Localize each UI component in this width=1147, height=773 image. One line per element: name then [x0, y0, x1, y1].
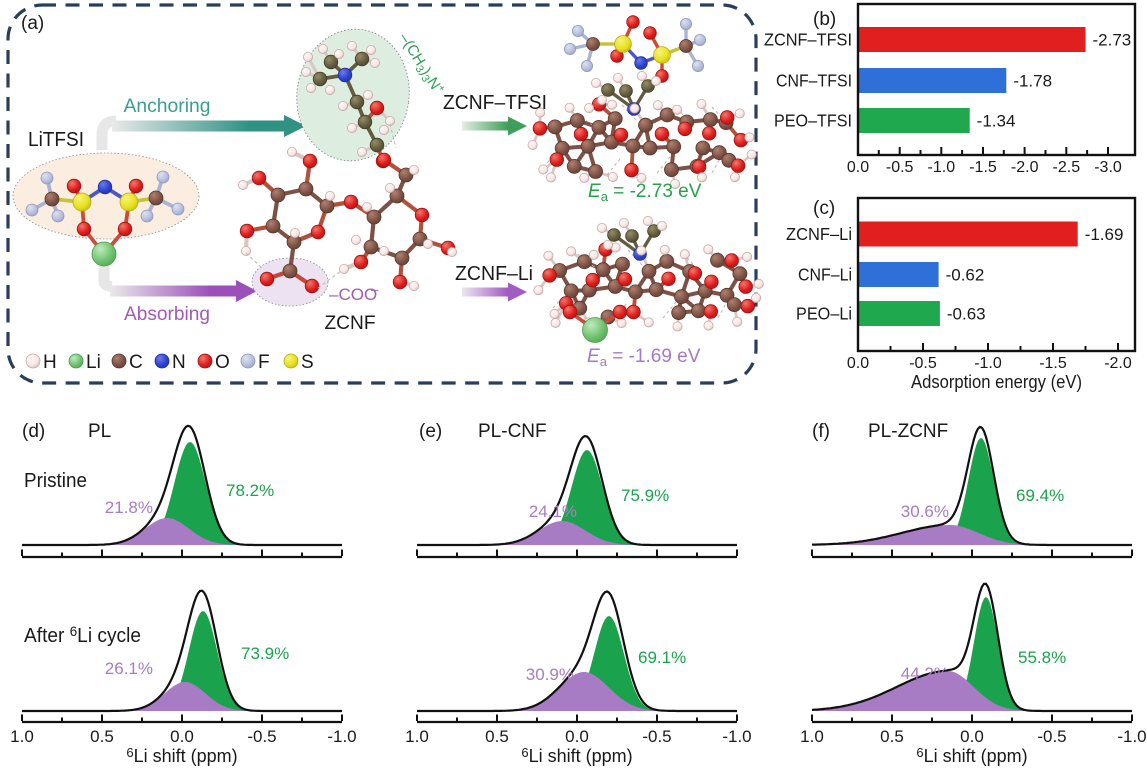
- svg-text:-0.5: -0.5: [642, 727, 671, 746]
- svg-text:(f): (f): [812, 421, 830, 442]
- svg-text:-3.0: -3.0: [1094, 159, 1122, 176]
- svg-text:PEO–TFSI: PEO–TFSI: [774, 111, 852, 131]
- svg-text:PL-CNF: PL-CNF: [478, 421, 547, 442]
- svg-text:ZCNF–TFSI: ZCNF–TFSI: [764, 30, 852, 50]
- svg-text:(e): (e): [419, 421, 442, 442]
- svg-text:-2.5: -2.5: [1053, 159, 1081, 176]
- svg-text:F: F: [258, 352, 270, 373]
- svg-text:55.8%: 55.8%: [1018, 648, 1066, 667]
- svg-text:30.6%: 30.6%: [901, 502, 949, 521]
- svg-text:S: S: [301, 352, 314, 373]
- svg-text:Absorbing: Absorbing: [124, 304, 210, 325]
- svg-text:0.0: 0.0: [847, 355, 869, 372]
- svg-text:Pristine: Pristine: [24, 470, 87, 492]
- svg-text:-0.63: -0.63: [947, 305, 986, 324]
- svg-text:-1.5: -1.5: [1039, 355, 1067, 372]
- svg-text:21.8%: 21.8%: [105, 498, 153, 517]
- svg-text:-2.0: -2.0: [1104, 355, 1132, 372]
- svg-text:ZCNF–Li: ZCNF–Li: [455, 263, 533, 285]
- svg-text:LiTFSI: LiTFSI: [28, 129, 84, 151]
- svg-text:-1.0: -1.0: [974, 355, 1002, 372]
- svg-text:6Li shift (ppm): 6Li shift (ppm): [521, 745, 632, 766]
- svg-text:24.1%: 24.1%: [529, 502, 577, 521]
- svg-text:(b): (b): [813, 9, 836, 30]
- svg-text:-2.73: -2.73: [1092, 31, 1131, 50]
- svg-text:78.2%: 78.2%: [226, 481, 274, 500]
- svg-text:75.9%: 75.9%: [621, 486, 669, 505]
- svg-text:ZCNF: ZCNF: [325, 313, 376, 334]
- svg-text:-0.62: -0.62: [946, 266, 985, 285]
- svg-text:ZCNF–TFSI: ZCNF–TFSI: [443, 92, 547, 114]
- svg-text:–: –: [371, 282, 379, 297]
- svg-text:-1.0: -1.0: [722, 727, 751, 746]
- svg-text:0.5: 0.5: [90, 727, 114, 746]
- svg-text:0.0: 0.0: [960, 727, 984, 746]
- svg-text:After 6Li cycle: After 6Li cycle: [24, 623, 141, 647]
- svg-text:(d): (d): [22, 421, 45, 442]
- svg-text:H: H: [43, 352, 57, 373]
- svg-text:6Li shift (ppm): 6Li shift (ppm): [916, 745, 1027, 766]
- svg-text:-0.5: -0.5: [909, 355, 937, 372]
- svg-text:-0.5: -0.5: [1037, 727, 1066, 746]
- svg-text:-2.0: -2.0: [1011, 159, 1039, 176]
- svg-text:6Li shift (ppm): 6Li shift (ppm): [126, 745, 237, 766]
- svg-text:-1.5: -1.5: [969, 159, 997, 176]
- svg-text:0.5: 0.5: [485, 727, 509, 746]
- svg-text:Li: Li: [86, 352, 101, 373]
- svg-text:-1.0: -1.0: [327, 727, 356, 746]
- svg-text:–COO: –COO: [329, 285, 377, 304]
- svg-text:PEO–Li: PEO–Li: [796, 304, 852, 324]
- svg-text:-1.34: -1.34: [977, 112, 1016, 131]
- svg-text:0.0: 0.0: [170, 727, 194, 746]
- svg-text:(c): (c): [813, 198, 835, 219]
- svg-text:(a): (a): [21, 13, 44, 34]
- svg-text:CNF–Li: CNF–Li: [798, 265, 852, 285]
- svg-text:1.0: 1.0: [405, 727, 429, 746]
- svg-text:CNF–TFSI: CNF–TFSI: [776, 71, 852, 91]
- svg-text:0.5: 0.5: [880, 727, 904, 746]
- svg-text:ZCNF–Li: ZCNF–Li: [786, 224, 852, 244]
- svg-text:-1.0: -1.0: [928, 159, 956, 176]
- svg-text:-0.5: -0.5: [886, 159, 914, 176]
- svg-text:-1.69: -1.69: [1085, 225, 1124, 244]
- svg-text:-0.5: -0.5: [247, 727, 276, 746]
- svg-text:-1.0: -1.0: [1117, 727, 1146, 746]
- svg-text:PL-ZCNF: PL-ZCNF: [868, 421, 948, 442]
- svg-text:26.1%: 26.1%: [105, 659, 153, 678]
- svg-text:1.0: 1.0: [800, 727, 824, 746]
- svg-text:0.0: 0.0: [565, 727, 589, 746]
- svg-text:PL: PL: [88, 421, 111, 442]
- svg-text:30.9%: 30.9%: [526, 665, 574, 684]
- svg-text:69.4%: 69.4%: [1016, 486, 1064, 505]
- svg-text:N: N: [172, 352, 186, 373]
- svg-text:73.9%: 73.9%: [241, 644, 289, 663]
- svg-text:0.0: 0.0: [847, 159, 869, 176]
- svg-text:1.0: 1.0: [10, 727, 34, 746]
- svg-text:C: C: [129, 352, 143, 373]
- svg-text:44.2%: 44.2%: [901, 664, 949, 683]
- svg-text:O: O: [215, 352, 230, 373]
- svg-text:Adsorption energy (eV): Adsorption energy (eV): [911, 372, 1082, 392]
- svg-text:69.1%: 69.1%: [638, 648, 686, 667]
- svg-text:Anchoring: Anchoring: [124, 96, 211, 117]
- svg-text:-1.78: -1.78: [1013, 72, 1052, 91]
